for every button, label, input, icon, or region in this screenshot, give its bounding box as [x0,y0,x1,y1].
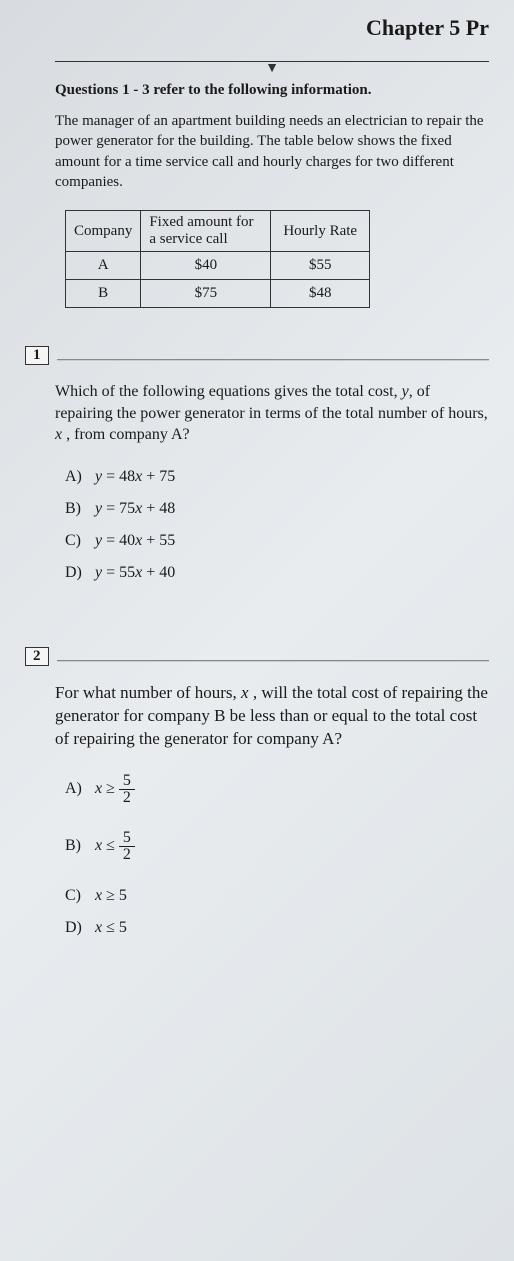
table-header: Hourly Rate [271,211,370,252]
option-label: D) [65,919,91,937]
variable: y [402,383,409,400]
options: A) y = 48x + 75 B) y = 75x + 48 C) y = 4… [65,468,489,582]
table-cell: $75 [141,280,271,308]
question-2: 2 For what number of hours, x , will the… [55,647,489,937]
arrow-down-icon: ▼ [55,61,489,77]
text: + 75 [142,468,175,485]
fraction: 52 [119,773,135,806]
option-label: A) [65,468,91,486]
text: For what number of hours, [55,683,241,702]
option-label: C) [65,887,91,905]
fraction: 52 [119,830,135,863]
table-row: Company Fixed amount for a service call … [66,211,370,252]
question-text: For what number of hours, x , will the t… [55,682,489,751]
option-d: D) x ≤ 5 [65,919,489,937]
option-label: C) [65,532,91,550]
question-number-row: 1 [25,346,489,373]
table-cell: A [66,252,141,280]
text: Which of the following equations gives t… [55,383,402,400]
question-1: 1 Which of the following equations gives… [55,346,489,582]
option-b: B) y = 75x + 48 [65,500,489,518]
text: + 40 [142,564,175,581]
table-cell: B [66,280,141,308]
question-number-row: 2 [25,647,489,674]
text: , from company A? [62,426,190,443]
table-row: B $75 $48 [66,280,370,308]
relation: ≤ [102,837,119,854]
denominator: 2 [119,790,135,806]
option-a: A) x ≥ 52 [65,773,489,806]
option-a: A) y = 48x + 75 [65,468,489,486]
table-cell: $40 [141,252,271,280]
numerator: 5 [119,830,135,847]
text: = 48 [102,468,135,485]
chapter-title: Chapter 5 Pr [55,15,489,41]
option-c: C) x ≥ 5 [65,887,489,905]
text: ≥ 5 [102,887,127,904]
table-header: Company [66,211,141,252]
option-label: D) [65,564,91,582]
divider [57,660,490,661]
table-header: Fixed amount for a service call [141,211,271,252]
table-row: A $40 $55 [66,252,370,280]
text: ≤ 5 [102,919,127,936]
question-number: 2 [25,647,49,666]
option-label: A) [65,780,91,798]
relation: ≥ [102,780,119,797]
table-cell: $48 [271,280,370,308]
text: = 75 [102,500,135,517]
option-d: D) y = 55x + 40 [65,564,489,582]
numerator: 5 [119,773,135,790]
text: = 55 [102,564,135,581]
text: + 55 [142,532,175,549]
options: A) x ≥ 52 B) x ≤ 52 C) x ≥ 5 D) x ≤ 5 [65,773,489,937]
option-b: B) x ≤ 52 [65,830,489,863]
question-number: 1 [25,346,49,365]
table-cell: $55 [271,252,370,280]
pricing-table: Company Fixed amount for a service call … [65,210,370,308]
variable: x [241,683,249,702]
divider [57,359,490,360]
denominator: 2 [119,847,135,863]
option-label: B) [65,837,91,855]
question-text: Which of the following equations gives t… [55,381,489,446]
intro-header: Questions 1 - 3 refer to the following i… [55,82,489,99]
option-label: B) [65,500,91,518]
text: = 40 [102,532,135,549]
intro-text: The manager of an apartment building nee… [55,111,489,192]
option-c: C) y = 40x + 55 [65,532,489,550]
text: + 48 [142,500,175,517]
